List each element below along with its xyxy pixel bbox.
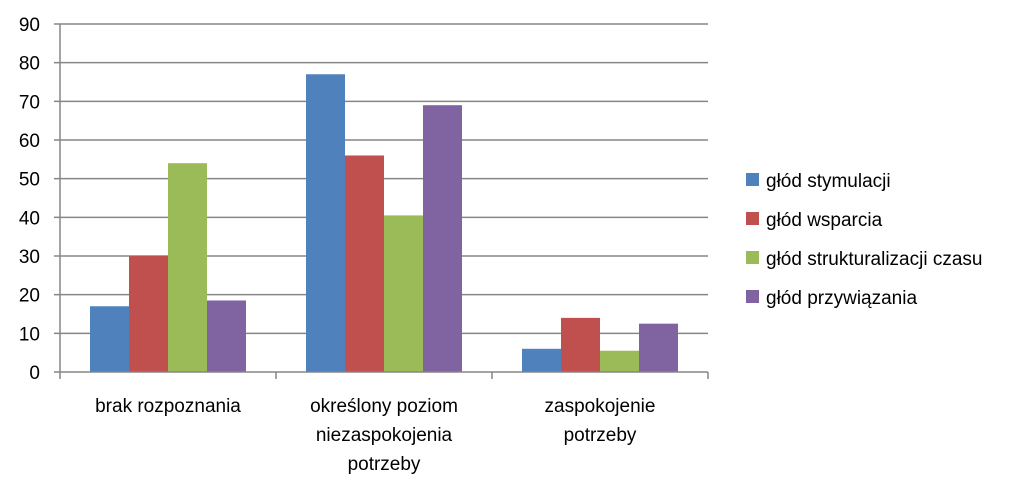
legend-label: głód wsparcia [766,210,883,231]
x-category-label-line: potrzeby [348,454,421,475]
y-tick-label: 50 [19,170,40,191]
x-category-label: brak rozpoznania [95,396,241,417]
legend-swatch [746,251,759,264]
legend-label: głód przywiązania [766,288,917,309]
bar [168,163,207,372]
y-tick-label: 0 [29,363,40,384]
bar [423,105,462,372]
legend-swatch [746,212,759,225]
y-tick-label: 90 [19,15,40,36]
y-tick-label: 10 [19,324,40,345]
y-axis-tick-labels: 0 10 20 30 40 50 60 70 80 90 [19,15,40,384]
bar [639,324,678,372]
bar [384,215,423,372]
y-tick-label: 30 [19,247,40,268]
x-category-label-line: zaspokojenie [545,396,656,417]
bars [90,74,678,372]
y-tick-label: 60 [19,131,40,152]
x-category-label-line: określony poziom [310,396,458,417]
bar [90,306,129,372]
bar [306,74,345,372]
x-axis-category-labels: brak rozpoznania określony poziom niezaspo… [95,396,655,475]
x-category-label-line: potrzeby [564,425,637,446]
y-tick-label: 20 [19,286,40,307]
bar [129,256,168,372]
bar [522,349,561,372]
bar [345,155,384,372]
y-tick-label: 40 [19,208,40,229]
y-tick-label: 80 [19,54,40,75]
legend: głód stymulacji głód wsparcia głód struktu… [746,171,982,309]
y-tick-label: 70 [19,92,40,113]
x-category-label: określony poziom niezaspokojenia potrzeby [310,396,458,475]
x-category-label-line: niezaspokojenia [316,425,453,446]
legend-swatch [746,290,759,303]
legend-label: głód stymulacji [766,171,891,192]
bar [600,351,639,372]
legend-swatch [746,173,759,186]
legend-label: głód strukturalizacji czasu [766,249,982,270]
x-category-label: zaspokojenie potrzeby [545,396,656,446]
bar [561,318,600,372]
x-category-label-line: brak rozpoznania [95,396,241,417]
bar [207,300,246,372]
